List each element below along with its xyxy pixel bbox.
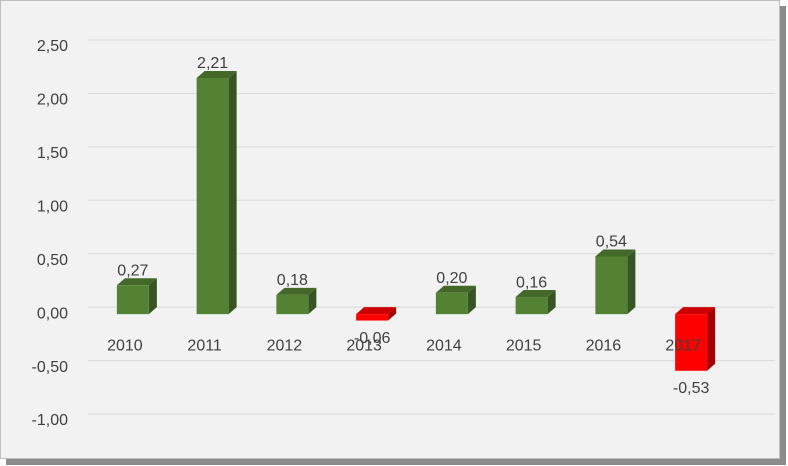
y-tick-label: -0,50	[32, 359, 69, 376]
bar-side	[627, 249, 636, 315]
data-label: 0,16	[516, 274, 547, 291]
bar-side	[467, 285, 476, 315]
data-label: 0,18	[277, 272, 308, 289]
bar	[515, 297, 548, 315]
bar-top	[595, 249, 636, 257]
data-label: 0,27	[117, 263, 148, 280]
frame-shadow	[780, 6, 786, 464]
bar-side	[148, 278, 157, 315]
bar-side	[388, 307, 397, 321]
x-tick-label: 2010	[107, 337, 143, 354]
y-tick-label: 1,00	[37, 199, 68, 216]
bar-top	[435, 285, 476, 293]
bar	[356, 314, 389, 321]
x-tick-label: 2015	[506, 337, 542, 354]
y-tick-label: 2,00	[37, 92, 68, 109]
bar-side	[547, 290, 556, 315]
x-tick-label: 2014	[426, 337, 462, 354]
x-tick-label: 2012	[267, 337, 303, 354]
y-tick-label: 1,50	[37, 145, 68, 162]
y-tick-label: 2,50	[37, 38, 68, 55]
bar-side	[308, 287, 317, 315]
data-label: 0,20	[436, 270, 467, 287]
bar-side	[228, 70, 237, 315]
bar	[675, 314, 708, 371]
bar	[116, 285, 149, 315]
bar-top	[196, 70, 237, 78]
x-tick-label: 2011	[187, 337, 222, 354]
bar-top	[356, 307, 397, 315]
bar	[435, 292, 468, 315]
bar	[595, 256, 628, 315]
y-tick-label: 0,50	[37, 252, 68, 269]
bar-top	[276, 287, 317, 295]
data-label: -0,53	[673, 380, 710, 397]
x-tick-label: 2017	[665, 337, 701, 354]
x-tick-label: 2013	[346, 337, 382, 354]
y-tick-label: 0,00	[37, 305, 68, 322]
frame-shadow	[6, 459, 786, 465]
bar	[196, 77, 229, 315]
y-tick-label: -1,00	[32, 412, 69, 429]
bar-top	[116, 278, 157, 286]
bar-top	[675, 307, 716, 315]
x-tick-label: 2016	[586, 337, 622, 354]
data-label: 2,21	[197, 55, 228, 72]
data-label: 0,54	[596, 234, 627, 251]
chart-area	[0, 0, 780, 459]
bar-side	[707, 307, 716, 371]
data-label: -0,06	[354, 330, 391, 347]
bar	[276, 294, 309, 315]
bar-top	[515, 290, 556, 298]
